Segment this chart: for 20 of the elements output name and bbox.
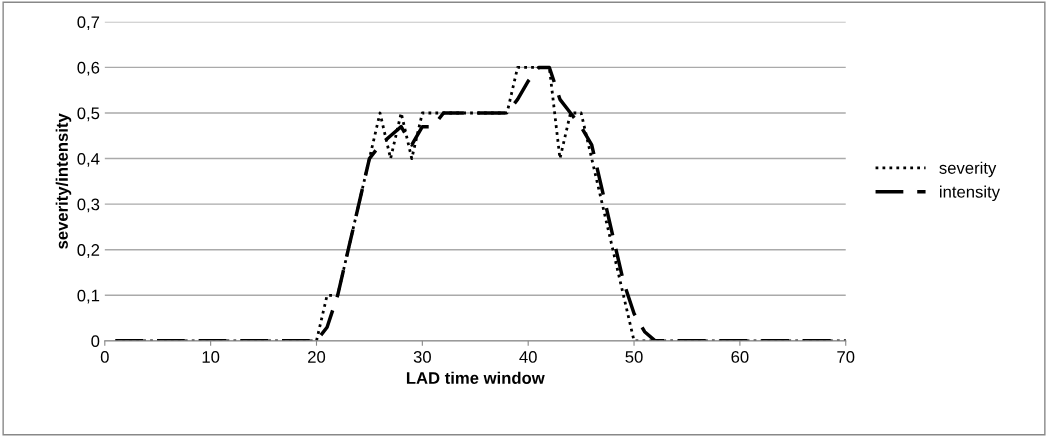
legend-label: severity (939, 161, 997, 178)
y-axis-title: severity/intensity (55, 113, 72, 249)
x-tick-label: 30 (413, 351, 431, 363)
y-tick-label: 0,6 (77, 61, 100, 76)
x-tick-label: 20 (308, 351, 326, 363)
y-tick-label: 0,7 (77, 16, 100, 31)
legend-label: intensity (940, 185, 1000, 202)
x-tick-label: 50 (625, 351, 643, 363)
x-tick-label: 10 (202, 351, 220, 363)
y-tick-label: 0,3 (77, 198, 100, 213)
y-tick-label: 0,2 (77, 244, 100, 258)
y-tick-label: 0,4 (77, 152, 100, 167)
x-tick-label: 60 (731, 351, 749, 363)
x-tick-label: 0 (100, 351, 109, 363)
y-tick-label: 0,1 (77, 289, 100, 304)
y-tick-label: 0 (91, 335, 100, 348)
x-tick-label: 40 (519, 351, 537, 363)
x-axis-title: LAD time window (406, 371, 545, 384)
y-tick-label: 0,5 (77, 107, 100, 122)
x-tick-label: 70 (837, 351, 855, 363)
